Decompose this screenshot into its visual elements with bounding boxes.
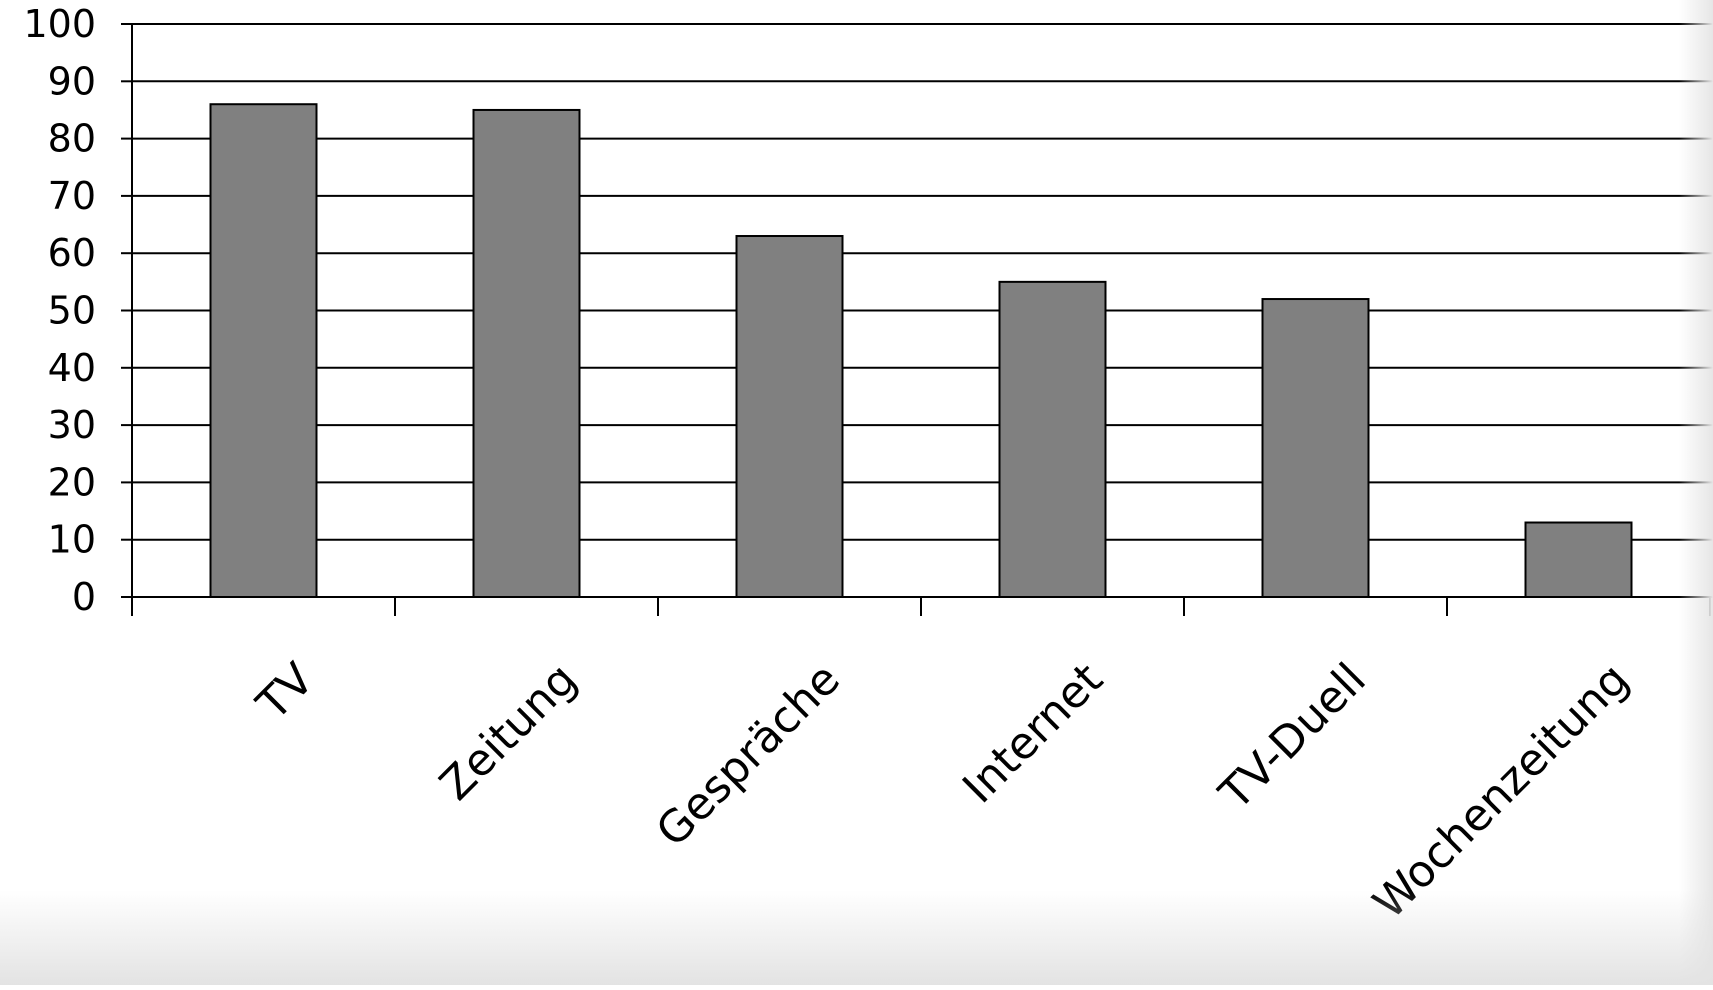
bar-zeitung — [472, 108, 581, 598]
bar-wochenzeitung — [1524, 521, 1633, 599]
x-category-label: Zeitung — [430, 654, 587, 811]
grid-lines — [132, 23, 1713, 541]
y-tick-label: 10 — [48, 518, 96, 562]
y-tick-label: 0 — [72, 575, 96, 619]
x-category-label: Gespräche — [647, 654, 850, 857]
y-tick-label: 60 — [48, 231, 96, 275]
x-category-label: TV — [247, 654, 324, 731]
y-tick-label: 100 — [23, 2, 96, 46]
bar-gespräche — [735, 235, 844, 598]
y-tick-label: 90 — [48, 59, 96, 103]
y-tick-labels: 0 10 20 30 40 50 60 70 80 90 100 — [23, 2, 96, 619]
y-tick-label: 70 — [48, 174, 96, 218]
y-tick-label: 80 — [48, 117, 96, 161]
bars — [209, 103, 1633, 599]
bar-tv-duell — [1261, 298, 1370, 598]
x-category-labels: TV Zeitung Gespräche Internet TV-DuellWochen… — [247, 654, 1639, 929]
y-tick-label: 50 — [48, 289, 96, 333]
y-tick-label: 30 — [48, 403, 96, 447]
y-tick-label: 40 — [48, 346, 96, 390]
axes — [121, 23, 1713, 616]
y-tick-label: 20 — [48, 460, 96, 504]
x-category-label: TV-Duell — [1209, 654, 1376, 821]
bar-tv — [209, 103, 318, 598]
bar-internet — [998, 280, 1107, 598]
x-category-label: Wochenzeitung — [1364, 654, 1639, 929]
x-category-label: Internet — [953, 654, 1113, 814]
